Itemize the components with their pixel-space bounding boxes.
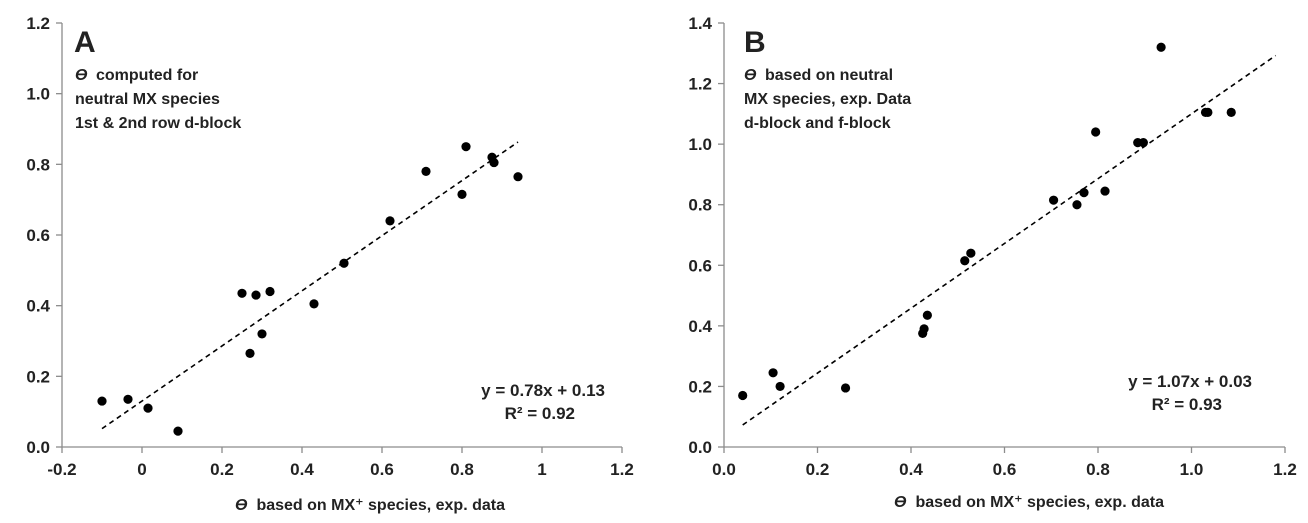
data-point [489,157,499,168]
data-point [775,381,785,392]
trendline [101,141,519,430]
data-point [123,394,133,404]
data-point [143,403,153,413]
annotation-line: neutral MX species [75,91,220,108]
y-tick-label: 0.0 [688,438,712,457]
x-tick-label: 1.0 [1180,460,1204,479]
x-tick-label: 1.2 [1273,460,1297,479]
data-point [257,329,267,339]
data-point [1091,127,1101,137]
x-tick-label: 0.4 [290,460,314,479]
trendline-equation: y = 0.78x + 0.13 [481,381,605,400]
x-tick-label: 1 [537,460,546,479]
data-point [251,290,261,300]
y-tick-label: 1.4 [688,14,712,33]
data-point [173,426,183,436]
data-point [97,396,107,406]
y-tick-label: 0.4 [688,317,712,336]
x-tick-label: 0.8 [1086,460,1110,479]
data-point [265,286,275,297]
data-point [1079,188,1089,198]
theta-symbol: ϴ [894,494,907,511]
data-point [966,248,976,258]
y-tick-label: 0.8 [26,155,50,174]
x-tick-label: 0 [137,460,146,479]
chart-panel-b: 0.0 0.2 0.4 0.6 0.8 1.0 1.2 0.0 0.2 0.4 0.6 0.8 1.0 1… [688,14,1297,511]
trendline-equation: y = 1.07x + 0.03 [1128,372,1252,391]
theta-symbol: ϴ [744,67,757,84]
x-tick-label: -0.2 [47,460,76,479]
y-tick-label: 0.8 [688,196,712,215]
x-tick-label: 0.2 [806,460,830,479]
r-squared: R² = 0.92 [505,404,575,423]
y-tick-label: 0.2 [26,367,50,386]
y-tick-label: 1.0 [26,85,50,104]
theta-symbol: ϴ [75,67,88,84]
y-tick-label: 0.4 [26,297,50,316]
data-point [919,324,929,334]
theta-symbol: ϴ [235,497,248,514]
panel-label: B [744,26,766,59]
y-tick-label: 0.0 [26,438,50,457]
x-tick-label: 0.6 [993,460,1017,479]
r-squared: R² = 0.93 [1152,395,1222,414]
y-tick-label: 1.2 [26,14,50,33]
panel-label: A [74,26,96,59]
x-tick-label: 0.0 [712,460,736,479]
data-point [309,299,319,309]
x-tick-label: 1.2 [610,460,634,479]
data-point [421,166,431,176]
y-tick-label: 1.0 [688,135,712,154]
trendline [742,54,1277,426]
x-tick-label: 0.6 [370,460,394,479]
data-point [237,288,247,298]
data-point [840,383,851,393]
data-point [461,142,471,152]
annotation-line: computed for [96,67,198,84]
x-tick-label: 0.8 [450,460,474,479]
y-tick-label: 0.2 [688,377,712,396]
data-point [1100,186,1110,196]
data-point [1048,195,1059,205]
data-point [1156,42,1166,52]
annotation-line: 1st & 2nd row d-block [75,115,241,132]
data-point [1203,107,1213,117]
y-tick-label: 0.6 [26,226,50,245]
data-point [1226,107,1236,117]
data-point [1072,200,1082,210]
data-point [245,348,255,358]
data-point [768,368,778,378]
data-point [738,390,748,401]
x-axis-label-text: based on MX⁺ species, exp. data [915,494,1164,511]
data-point [1138,138,1148,148]
data-point [513,172,523,182]
annotation-line: MX species, exp. Data [744,91,911,108]
x-tick-label: 0.2 [210,460,234,479]
x-tick-label: 0.4 [899,460,923,479]
annotation-line: based on neutral [765,67,893,84]
y-tick-label: 0.6 [688,256,712,275]
data-point [457,189,467,199]
annotation-line: d-block and f-block [744,115,891,132]
chart-panel-a: -0.2 0 0.2 0.4 0.6 0.8 1 1.2 0.0 0.2 0.4 0.6 0.8 1.0 1… [26,14,634,514]
data-point [960,256,970,266]
data-point [922,310,932,320]
y-tick-label: 1.2 [688,75,712,94]
x-axis-label-text: based on MX⁺ species, exp. data [256,497,505,514]
data-point [339,258,349,268]
data-point [385,216,395,226]
